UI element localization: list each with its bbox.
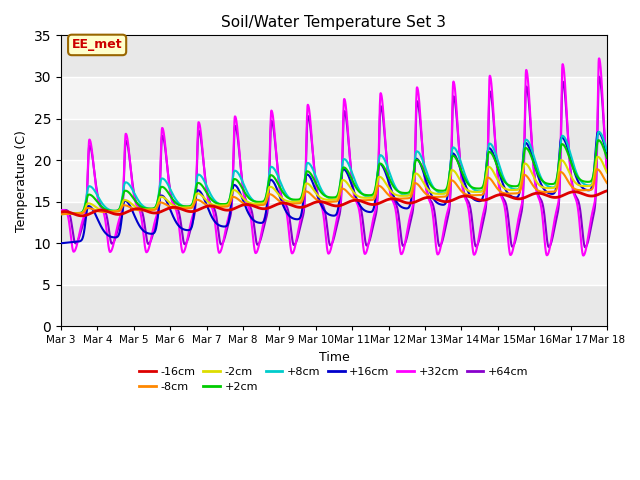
Bar xyxy=(61,160,607,202)
Bar xyxy=(61,77,607,119)
Title: Soil/Water Temperature Set 3: Soil/Water Temperature Set 3 xyxy=(221,15,447,30)
Legend: -16cm, -8cm, -2cm, +2cm, +8cm, +16cm, +32cm, +64cm: -16cm, -8cm, -2cm, +2cm, +8cm, +16cm, +3… xyxy=(135,362,533,396)
Bar xyxy=(61,243,607,285)
X-axis label: Time: Time xyxy=(319,351,349,364)
Y-axis label: Temperature (C): Temperature (C) xyxy=(15,130,28,232)
Bar xyxy=(61,36,607,77)
Text: EE_met: EE_met xyxy=(72,38,122,51)
Bar xyxy=(61,202,607,243)
Bar xyxy=(61,119,607,160)
Bar xyxy=(61,285,607,326)
